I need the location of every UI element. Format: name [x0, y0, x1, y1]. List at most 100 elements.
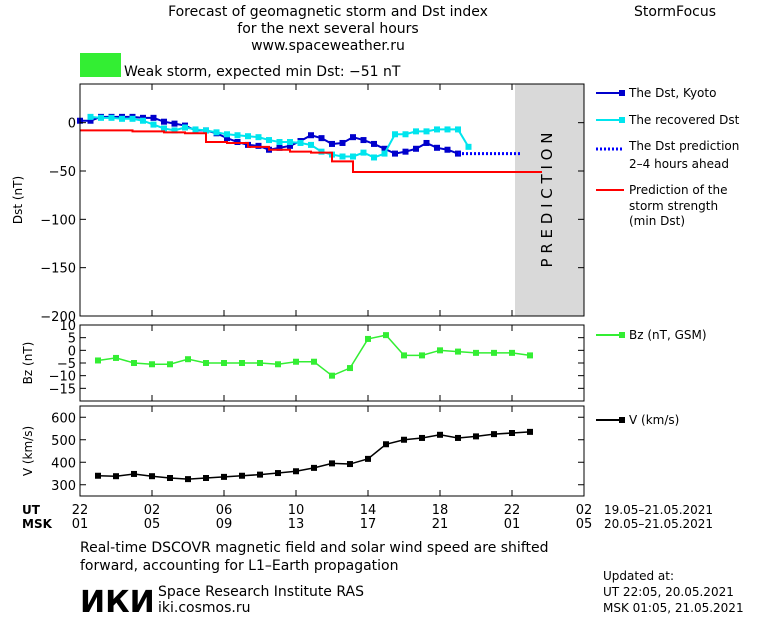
prediction-band — [515, 84, 584, 316]
data-point-the-recovered-dst — [371, 154, 377, 161]
data-point-bz-nt-gsm — [131, 360, 137, 366]
chart-title-line-1: Forecast of geomagnetic storm and Dst in… — [168, 4, 488, 20]
storm-level-indicator — [80, 53, 121, 77]
dst-y-tick-label: 0 — [68, 117, 76, 132]
data-point-the-recovered-dst — [245, 133, 251, 140]
data-point-the-recovered-dst — [224, 131, 230, 138]
data-point-bz-nt-gsm — [311, 358, 317, 365]
data-point-the-recovered-dst — [423, 128, 430, 135]
data-point-the-recovered-dst — [297, 139, 304, 146]
data-point-the-recovered-dst — [161, 125, 167, 132]
dst-y-tick-label: −200 — [40, 310, 76, 325]
dst-y-axis-label: Dst (nT) — [11, 176, 25, 224]
data-point-v-km-s — [293, 468, 299, 475]
data-point-v-km-s — [509, 430, 515, 436]
data-point-the-dst-kyoto — [392, 150, 398, 157]
data-point-the-recovered-dst — [266, 137, 272, 144]
data-point-the-recovered-dst — [276, 139, 283, 145]
data-point-bz-nt-gsm — [401, 352, 407, 359]
ut-tick-label: 02 — [576, 503, 593, 518]
msk-tick-label: 13 — [288, 517, 305, 532]
data-point-bz-nt-gsm — [239, 360, 245, 366]
data-point-v-km-s — [491, 431, 497, 438]
ut-tick-label: 02 — [144, 503, 161, 518]
data-point-the-recovered-dst — [140, 117, 146, 124]
msk-tick-label: 05 — [144, 517, 161, 532]
data-point-the-recovered-dst — [444, 126, 451, 133]
data-point-v-km-s — [149, 473, 155, 480]
dst-panel: P R E D I C T I O N 0 −50 −100 −150 −200 Dst… — [11, 83, 585, 325]
data-point-the-recovered-dst — [129, 115, 136, 122]
legend-label-bz: Bz (nT, GSM) — [629, 328, 707, 342]
iki-logo: ИКИ — [80, 585, 155, 620]
dst-y-tick-label: −100 — [40, 213, 76, 228]
data-point-the-recovered-dst — [413, 128, 419, 135]
updated-at-label: Updated at: — [603, 569, 674, 583]
data-point-the-recovered-dst — [455, 126, 461, 133]
data-point-v-km-s — [257, 471, 263, 478]
data-point-bz-nt-gsm — [329, 372, 335, 379]
data-point-the-recovered-dst — [350, 153, 356, 160]
updated-msk: MSK 01:05, 21.05.2021 — [603, 601, 744, 615]
data-point-the-recovered-dst — [339, 153, 346, 160]
bz-y-tick-label: 5 — [68, 332, 76, 347]
data-point-the-recovered-dst — [182, 124, 188, 131]
dst-series-group — [77, 113, 542, 173]
data-point-v-km-s — [527, 428, 533, 435]
data-point-v-km-s — [329, 460, 335, 467]
data-point-the-dst-kyoto — [287, 142, 293, 149]
ut-tick-label: 18 — [432, 503, 449, 518]
data-point-the-recovered-dst — [192, 126, 199, 133]
msk-axis-label: MSK — [22, 517, 53, 531]
legend-label-dst-prediction-1: The Dst prediction — [628, 139, 739, 153]
data-point-the-recovered-dst — [150, 121, 157, 128]
data-point-the-dst-kyoto — [276, 144, 283, 151]
data-point-v-km-s — [167, 475, 173, 481]
v-axis-box — [79, 405, 585, 497]
legend-label-recovered-dst: The recovered Dst — [628, 113, 740, 127]
chart-title-line-3: www.spaceweather.ru — [251, 38, 405, 54]
bz-y-tick-label: −10 — [49, 370, 76, 385]
legend-label-dst-prediction-2: 2–4 hours ahead — [629, 157, 729, 171]
msk-tick-label: 01 — [504, 517, 521, 532]
institute-site: iki.cosmos.ru — [158, 600, 250, 616]
v-panel: 600 500 400 300 V (km/s) — [21, 405, 585, 497]
data-point-the-dst-kyoto — [318, 135, 325, 142]
v-y-tick-label: 500 — [51, 434, 76, 449]
data-point-bz-nt-gsm — [473, 349, 479, 356]
data-point-v-km-s — [185, 476, 191, 483]
legend-label-storm-strength-1: Prediction of the — [629, 183, 728, 197]
msk-tick-label: 09 — [216, 517, 233, 532]
data-point-bz-nt-gsm — [509, 349, 515, 356]
data-point-the-recovered-dst — [402, 131, 409, 138]
data-point-bz-nt-gsm — [437, 347, 443, 354]
data-point-bz-nt-gsm — [149, 361, 155, 368]
legend-label-storm-strength-2: storm strength — [629, 199, 718, 213]
data-point-the-dst-kyoto — [402, 148, 409, 155]
dst-axis-box — [79, 83, 585, 317]
storm-level-label: Weak storm, expected min Dst: −51 nT — [124, 64, 401, 80]
data-point-the-recovered-dst — [98, 114, 104, 121]
legend-marker-v — [619, 417, 625, 423]
data-point-the-dst-kyoto — [350, 134, 356, 141]
data-point-the-recovered-dst — [203, 127, 209, 134]
data-point-v-km-s — [365, 455, 371, 462]
data-point-the-dst-kyoto — [444, 146, 451, 153]
msk-tick-label: 21 — [432, 517, 449, 532]
legend-marker-recovered-dst — [619, 117, 625, 123]
data-point-the-recovered-dst — [234, 132, 241, 139]
data-point-the-dst-kyoto — [371, 140, 377, 147]
data-point-the-dst-kyoto — [224, 135, 230, 142]
v-series-group — [95, 428, 533, 483]
data-point-bz-nt-gsm — [383, 332, 389, 339]
ut-tick-label: 10 — [288, 503, 305, 518]
data-point-v-km-s — [239, 472, 245, 479]
data-point-v-km-s — [311, 464, 317, 471]
data-point-v-km-s — [131, 470, 137, 477]
dst-legend: The Dst, Kyoto The recovered Dst The Dst… — [596, 86, 740, 228]
data-point-the-recovered-dst — [119, 115, 125, 122]
brand-label: StormFocus — [634, 4, 716, 20]
